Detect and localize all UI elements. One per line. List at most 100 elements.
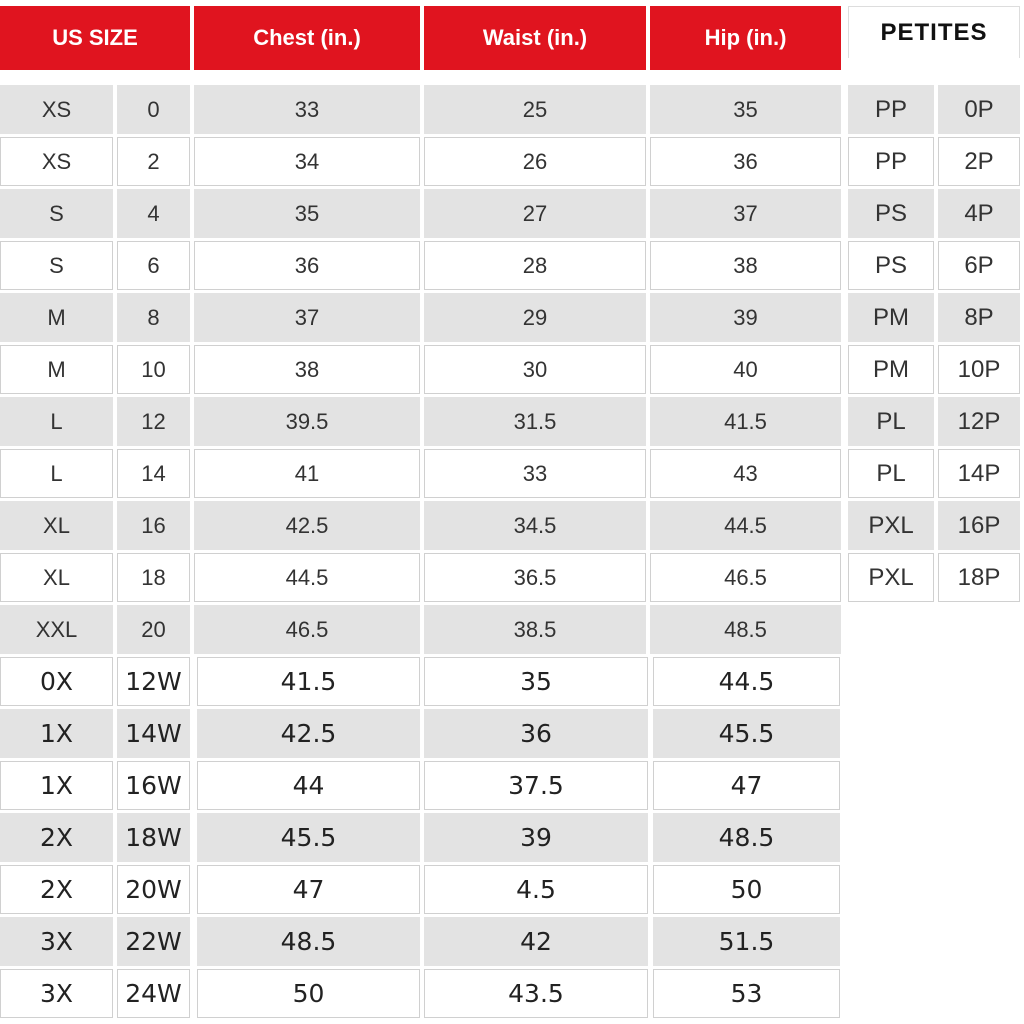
petite-size: 2P — [938, 137, 1020, 186]
petite-label: PS — [848, 189, 934, 238]
waist: 38.5 — [424, 605, 646, 654]
waist: 36.5 — [424, 553, 646, 602]
hip: 40 — [650, 345, 841, 394]
size-number: 14W — [117, 709, 190, 758]
chest: 38 — [194, 345, 420, 394]
petite-label: PXL — [848, 553, 934, 602]
petite-size: 8P — [938, 293, 1020, 342]
size-label: XL — [0, 553, 113, 602]
petite-size: 0P — [938, 85, 1020, 134]
size-label: 1X — [0, 709, 113, 758]
hip: 47 — [653, 761, 840, 810]
size-number: 24W — [117, 969, 190, 1018]
chest: 44 — [197, 761, 420, 810]
size-number: 16 — [117, 501, 190, 550]
petite-label: PS — [848, 241, 934, 290]
chest: 48.5 — [197, 917, 420, 966]
size-label: 1X — [0, 761, 113, 810]
chest: 50 — [197, 969, 420, 1018]
size-label: 2X — [0, 865, 113, 914]
size-number: 8 — [117, 293, 190, 342]
size-number: 14 — [117, 449, 190, 498]
chest: 39.5 — [194, 397, 420, 446]
size-label: S — [0, 189, 113, 238]
waist: 27 — [424, 189, 646, 238]
hip: 43 — [650, 449, 841, 498]
waist: 39 — [424, 813, 648, 862]
size-label: M — [0, 345, 113, 394]
size-label: M — [0, 293, 113, 342]
waist: 36 — [424, 709, 648, 758]
hip: 50 — [653, 865, 840, 914]
header-chest: Chest (in.) — [194, 6, 420, 70]
waist: 31.5 — [424, 397, 646, 446]
size-number: 22W — [117, 917, 190, 966]
hip: 35 — [650, 85, 841, 134]
waist: 34.5 — [424, 501, 646, 550]
size-number: 6 — [117, 241, 190, 290]
size-label: L — [0, 449, 113, 498]
waist: 37.5 — [424, 761, 648, 810]
size-number: 2 — [117, 137, 190, 186]
hip: 44.5 — [653, 657, 840, 706]
hip: 36 — [650, 137, 841, 186]
petite-size: 12P — [938, 397, 1020, 446]
hip: 37 — [650, 189, 841, 238]
size-label: 0X — [0, 657, 113, 706]
size-number: 20W — [117, 865, 190, 914]
header-waist: Waist (in.) — [424, 6, 646, 70]
petite-label: PXL — [848, 501, 934, 550]
waist: 29 — [424, 293, 646, 342]
size-label: XL — [0, 501, 113, 550]
size-number: 0 — [117, 85, 190, 134]
size-label: L — [0, 397, 113, 446]
chest: 41 — [194, 449, 420, 498]
hip: 53 — [653, 969, 840, 1018]
chest: 47 — [197, 865, 420, 914]
chest: 46.5 — [194, 605, 420, 654]
chest: 34 — [194, 137, 420, 186]
chest: 42.5 — [197, 709, 420, 758]
petite-size: 4P — [938, 189, 1020, 238]
petite-label: PM — [848, 345, 934, 394]
petite-size: 18P — [938, 553, 1020, 602]
petite-label: PP — [848, 85, 934, 134]
chest: 33 — [194, 85, 420, 134]
petite-size: 16P — [938, 501, 1020, 550]
waist: 26 — [424, 137, 646, 186]
chest: 42.5 — [194, 501, 420, 550]
chest: 37 — [194, 293, 420, 342]
waist: 28 — [424, 241, 646, 290]
petite-label: PL — [848, 449, 934, 498]
waist: 30 — [424, 345, 646, 394]
petite-size: 14P — [938, 449, 1020, 498]
chest: 41.5 — [197, 657, 420, 706]
waist: 4.5 — [424, 865, 648, 914]
hip: 46.5 — [650, 553, 841, 602]
size-number: 4 — [117, 189, 190, 238]
petite-size: 10P — [938, 345, 1020, 394]
hip: 45.5 — [653, 709, 840, 758]
size-label: XS — [0, 85, 113, 134]
size-number: 12W — [117, 657, 190, 706]
chest: 36 — [194, 241, 420, 290]
petite-label: PL — [848, 397, 934, 446]
header-petites: PETITES — [848, 6, 1020, 58]
size-number: 10 — [117, 345, 190, 394]
size-number: 12 — [117, 397, 190, 446]
hip: 48.5 — [653, 813, 840, 862]
hip: 39 — [650, 293, 841, 342]
hip: 48.5 — [650, 605, 841, 654]
hip: 51.5 — [653, 917, 840, 966]
size-label: 3X — [0, 969, 113, 1018]
waist: 33 — [424, 449, 646, 498]
hip: 38 — [650, 241, 841, 290]
chest: 44.5 — [194, 553, 420, 602]
size-number: 20 — [117, 605, 190, 654]
chest: 35 — [194, 189, 420, 238]
header-hip: Hip (in.) — [650, 6, 841, 70]
waist: 35 — [424, 657, 648, 706]
size-number: 16W — [117, 761, 190, 810]
header-us-size: US SIZE — [0, 6, 190, 70]
